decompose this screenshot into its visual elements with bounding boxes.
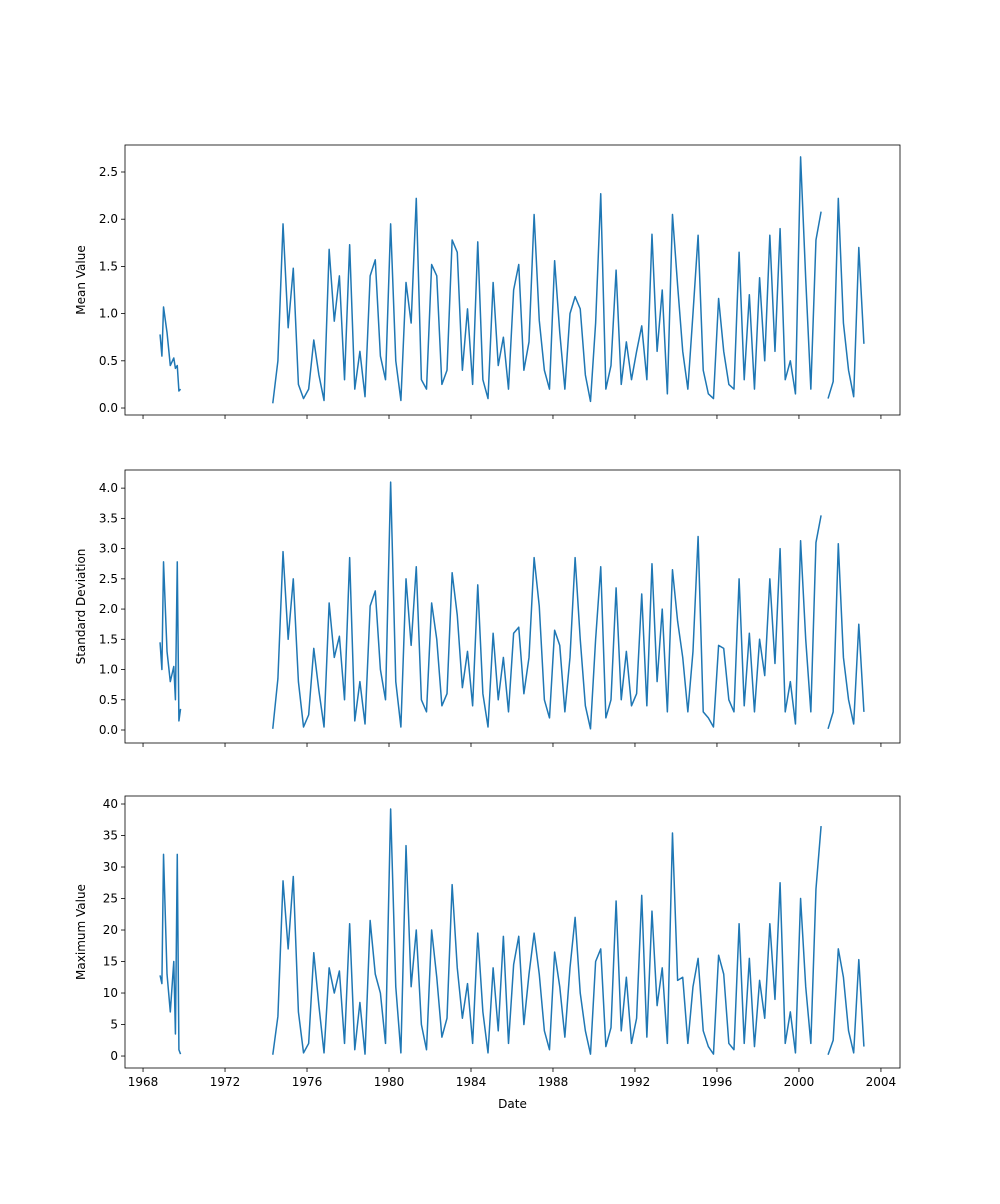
y-tick-label: 2.0: [99, 212, 118, 226]
x-tick-label: 1972: [210, 1075, 241, 1089]
data-line: [159, 481, 865, 730]
x-tick-label: 1980: [374, 1075, 405, 1089]
y-tick-label: 1.0: [99, 307, 118, 321]
y-tick-label: 25: [103, 892, 118, 906]
y-tick-label: 2.5: [99, 572, 118, 586]
x-tick-label: 1968: [128, 1075, 159, 1089]
x-tick-label: 1992: [620, 1075, 651, 1089]
y-tick-label: 1.0: [99, 663, 118, 677]
axes-frame: [124, 144, 901, 416]
y-tick-label: 0: [110, 1049, 118, 1063]
y-axis-label: Maximum Value: [74, 884, 88, 980]
y-tick-label: 3.5: [99, 511, 118, 525]
y-tick-label: 5: [110, 1018, 118, 1032]
y-tick-label: 1.5: [99, 259, 118, 273]
y-tick-label: 2.5: [99, 165, 118, 179]
y-tick-label: 0.5: [99, 693, 118, 707]
y-tick-label: 35: [103, 829, 118, 843]
x-tick-label: 1984: [456, 1075, 487, 1089]
x-tick-label: 1996: [702, 1075, 733, 1089]
y-axis-label: Standard Deviation: [74, 549, 88, 665]
data-line: [159, 156, 865, 404]
y-tick-label: 0.5: [99, 354, 118, 368]
x-tick-label: 1988: [538, 1075, 569, 1089]
y-tick-label: 15: [103, 955, 118, 969]
y-tick-label: 40: [103, 797, 118, 811]
x-axis-label: Date: [498, 1097, 527, 1111]
y-tick-label: 30: [103, 860, 118, 874]
axes-frame: [124, 795, 901, 1069]
data-line: [159, 808, 865, 1056]
y-tick-label: 2.0: [99, 602, 118, 616]
x-tick-label: 2004: [866, 1075, 897, 1089]
x-tick-label: 2000: [784, 1075, 815, 1089]
y-tick-label: 1.5: [99, 632, 118, 646]
y-tick-label: 10: [103, 986, 118, 1000]
y-axis-label: Mean Value: [74, 245, 88, 314]
y-tick-label: 20: [103, 923, 118, 937]
axes-frame: [124, 469, 901, 744]
y-tick-label: 0.0: [99, 723, 118, 737]
x-tick-label: 1976: [292, 1075, 323, 1089]
y-tick-label: 4.0: [99, 481, 118, 495]
y-tick-label: 3.0: [99, 542, 118, 556]
y-tick-label: 0.0: [99, 401, 118, 415]
